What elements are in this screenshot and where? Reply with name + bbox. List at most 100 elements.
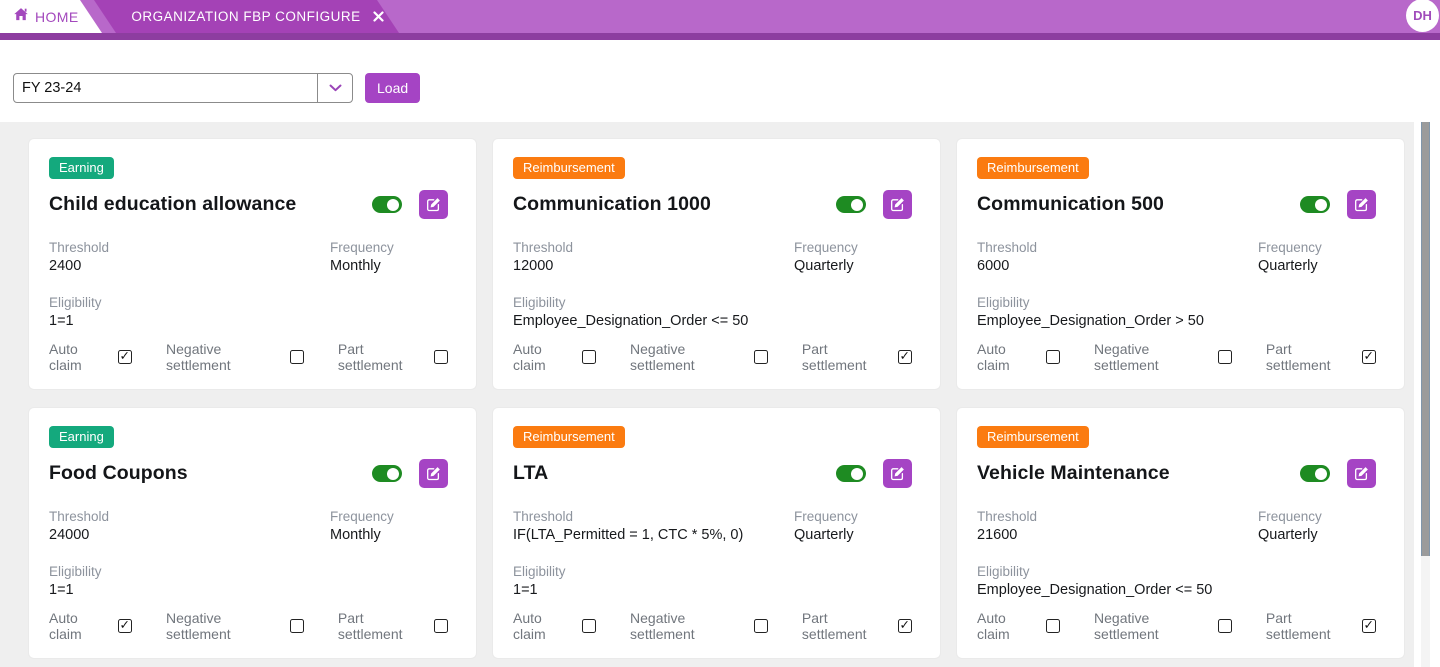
auto-claim-label: Auto claim	[513, 341, 546, 373]
component-type-badge: Earning	[49, 426, 114, 448]
auto-claim-checkbox[interactable]	[1046, 350, 1061, 364]
threshold-field: Threshold IF(LTA_Permitted = 1, CTC * 5%…	[513, 509, 794, 543]
eligibility-field: Eligibility 1=1	[49, 295, 448, 329]
threshold-label: Threshold	[513, 509, 574, 524]
auto-claim-checkbox[interactable]	[582, 619, 597, 633]
negative-settlement-option: Negative settlement	[1094, 341, 1232, 373]
edit-button[interactable]	[419, 459, 448, 488]
topbar-accent-strip	[0, 33, 1440, 40]
fbp-cards-grid: Earning Child education allowance Thresh…	[0, 122, 1440, 667]
edit-button[interactable]	[419, 190, 448, 219]
threshold-field: Threshold 6000	[977, 240, 1258, 274]
fbp-card-child-education-allowance: Earning Child education allowance Thresh…	[28, 138, 477, 390]
component-title: LTA	[513, 462, 549, 484]
fbp-components-panel: Earning Child education allowance Thresh…	[0, 122, 1440, 667]
eligibility-value: Employee_Designation_Order <= 50	[513, 313, 749, 329]
part-settlement-option: Part settlement	[1266, 341, 1376, 373]
filter-toolbar: FY 23-24 Load	[0, 40, 1440, 122]
fiscal-year-selected-value: FY 23-24	[22, 80, 82, 96]
auto-claim-checkbox[interactable]	[118, 617, 133, 633]
edit-button[interactable]	[883, 190, 912, 219]
eligibility-label: Eligibility	[513, 295, 566, 310]
frequency-field: Frequency Monthly	[330, 509, 448, 543]
avatar-initials: DH	[1413, 8, 1432, 23]
fbp-card-communication-1000: Reimbursement Communication 1000 Thresho…	[492, 138, 941, 390]
enable-toggle[interactable]	[1300, 465, 1330, 482]
component-type-badge: Reimbursement	[513, 157, 625, 179]
negative-settlement-checkbox[interactable]	[1217, 350, 1232, 364]
eligibility-field: Eligibility Employee_Designation_Order >…	[977, 295, 1376, 329]
negative-settlement-label: Negative settlement	[166, 341, 231, 373]
frequency-label: Frequency	[794, 509, 858, 524]
negative-settlement-label: Negative settlement	[1094, 341, 1159, 373]
negative-settlement-option: Negative settlement	[1094, 610, 1232, 642]
enable-toggle[interactable]	[1300, 196, 1330, 213]
part-settlement-checkbox[interactable]	[898, 617, 912, 633]
frequency-value: Quarterly	[1258, 258, 1318, 274]
part-settlement-checkbox[interactable]	[1362, 617, 1376, 633]
edit-button[interactable]	[883, 459, 912, 488]
top-navigation-bar: ORGANIZATION FBP CONFIGURE HOME DH	[0, 0, 1440, 33]
component-type-badge: Earning	[49, 157, 114, 179]
part-settlement-label: Part settlement	[337, 341, 403, 373]
threshold-label: Threshold	[49, 240, 110, 255]
threshold-label: Threshold	[513, 240, 574, 255]
negative-settlement-label: Negative settlement	[630, 610, 695, 642]
edit-button[interactable]	[1347, 190, 1376, 219]
eligibility-value: 1=1	[513, 582, 538, 598]
enable-toggle[interactable]	[372, 196, 402, 213]
tab-home[interactable]: HOME	[0, 0, 102, 33]
scrollbar-thumb[interactable]	[1421, 122, 1430, 556]
component-title: Vehicle Maintenance	[977, 462, 1170, 484]
part-settlement-checkbox[interactable]	[898, 348, 912, 364]
edit-button[interactable]	[1347, 459, 1376, 488]
auto-claim-checkbox[interactable]	[582, 350, 597, 364]
enable-toggle[interactable]	[372, 465, 402, 482]
eligibility-field: Eligibility Employee_Designation_Order <…	[977, 564, 1376, 598]
user-avatar[interactable]: DH	[1406, 0, 1439, 32]
auto-claim-option: Auto claim	[49, 610, 133, 642]
tab-organization-fbp-configure[interactable]: ORGANIZATION FBP CONFIGURE	[94, 0, 399, 33]
frequency-field: Frequency Quarterly	[1258, 240, 1376, 274]
eligibility-field: Eligibility Employee_Designation_Order <…	[513, 295, 912, 329]
negative-settlement-label: Negative settlement	[1094, 610, 1159, 642]
frequency-field: Frequency Monthly	[330, 240, 448, 274]
negative-settlement-checkbox[interactable]	[289, 350, 304, 364]
negative-settlement-checkbox[interactable]	[753, 619, 768, 633]
auto-claim-checkbox[interactable]	[118, 348, 133, 364]
part-settlement-checkbox[interactable]	[434, 619, 448, 633]
threshold-value: 21600	[977, 527, 1018, 543]
part-settlement-option: Part settlement	[802, 610, 912, 642]
enable-toggle[interactable]	[836, 196, 866, 213]
auto-claim-option: Auto claim	[977, 341, 1061, 373]
frequency-field: Frequency Quarterly	[1258, 509, 1376, 543]
threshold-value: 6000	[977, 258, 1010, 274]
component-title: Child education allowance	[49, 193, 297, 215]
part-settlement-checkbox[interactable]	[1362, 348, 1376, 364]
auto-claim-checkbox[interactable]	[1046, 619, 1061, 633]
negative-settlement-option: Negative settlement	[166, 610, 304, 642]
negative-settlement-label: Negative settlement	[630, 341, 695, 373]
component-type-badge: Reimbursement	[513, 426, 625, 448]
frequency-value: Monthly	[330, 527, 381, 543]
fiscal-year-select[interactable]: FY 23-24	[13, 73, 353, 103]
chevron-down-icon[interactable]	[317, 74, 352, 102]
eligibility-field: Eligibility 1=1	[49, 564, 448, 598]
close-tab-icon[interactable]	[373, 11, 384, 22]
eligibility-label: Eligibility	[977, 295, 1030, 310]
home-icon	[13, 7, 29, 27]
negative-settlement-checkbox[interactable]	[289, 619, 304, 633]
auto-claim-option: Auto claim	[513, 610, 597, 642]
eligibility-value: Employee_Designation_Order > 50	[977, 313, 1204, 329]
part-settlement-checkbox[interactable]	[434, 350, 448, 364]
auto-claim-label: Auto claim	[49, 610, 82, 642]
threshold-value: 12000	[513, 258, 554, 274]
eligibility-field: Eligibility 1=1	[513, 564, 912, 598]
enable-toggle[interactable]	[836, 465, 866, 482]
negative-settlement-checkbox[interactable]	[1217, 619, 1232, 633]
fbp-card-communication-500: Reimbursement Communication 500 Threshol…	[956, 138, 1405, 390]
negative-settlement-checkbox[interactable]	[753, 350, 768, 364]
frequency-value: Quarterly	[794, 527, 854, 543]
load-button[interactable]: Load	[365, 73, 421, 103]
component-title: Communication 500	[977, 193, 1164, 215]
